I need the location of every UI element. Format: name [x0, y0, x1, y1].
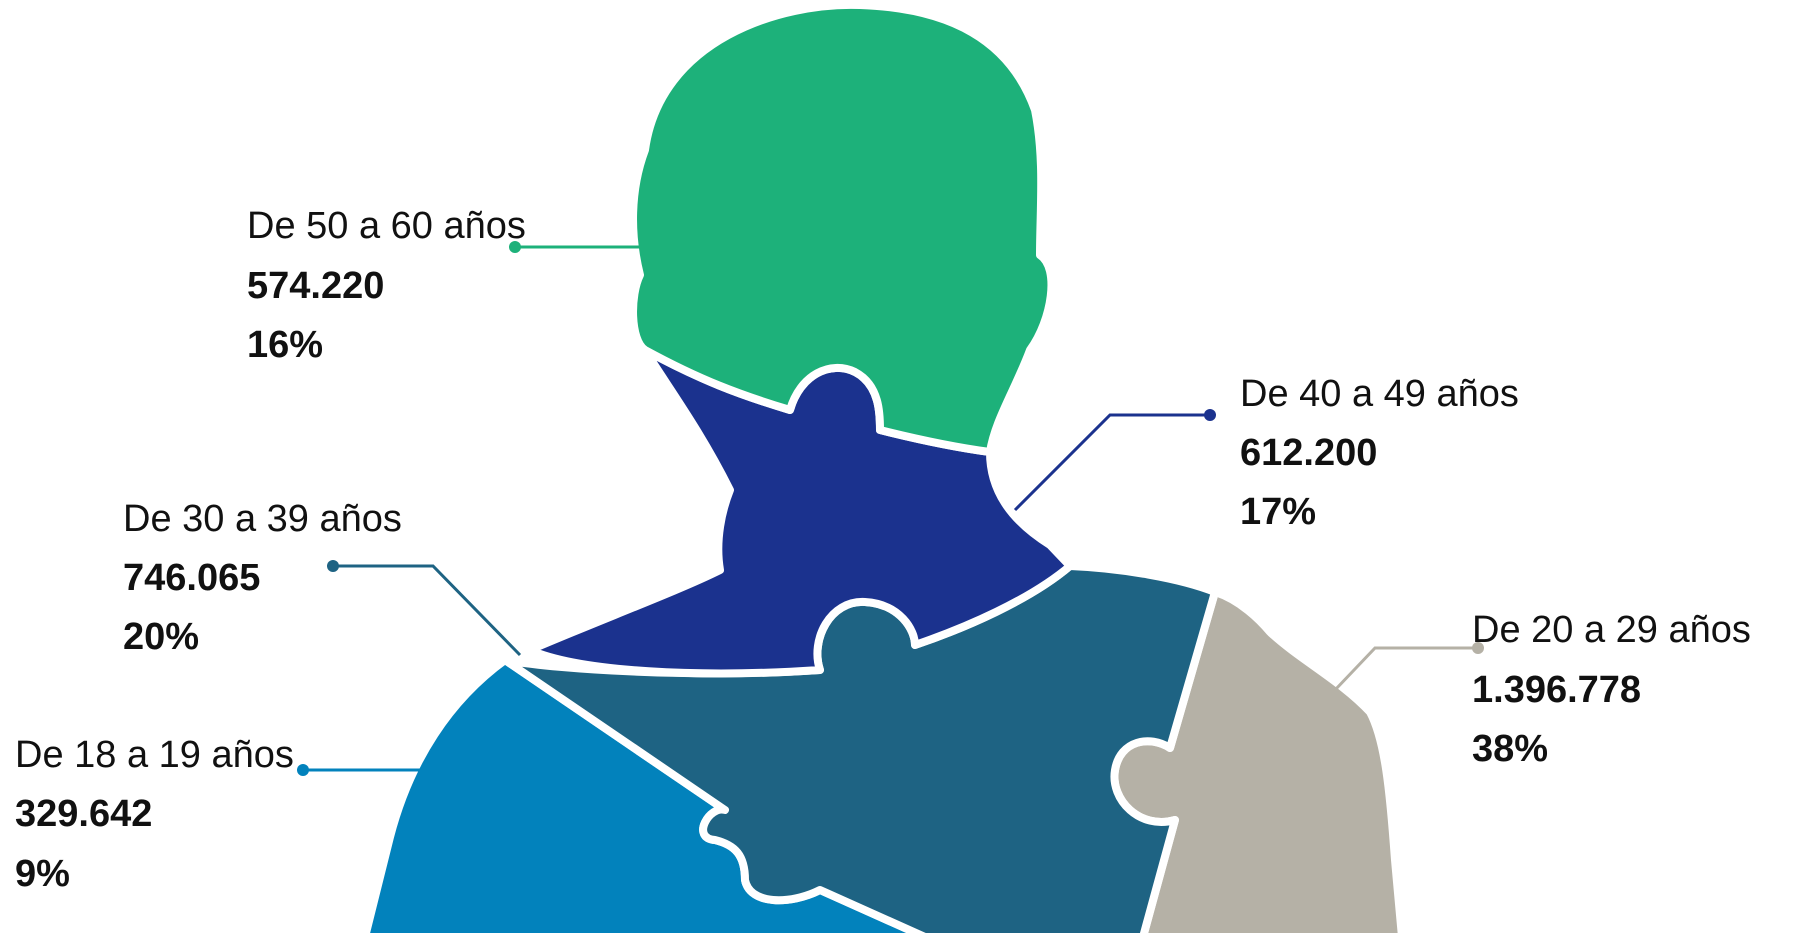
value-30-39: 746.065 — [123, 557, 260, 599]
leader-40-49 — [1013, 409, 1216, 512]
leader-20-29 — [1333, 642, 1484, 692]
leader-30-39 — [327, 560, 522, 657]
label-20-29: De 20 a 29 años — [1472, 609, 1751, 651]
label-50-60: De 50 a 60 años — [247, 205, 526, 247]
percent-50-60: 16% — [247, 324, 323, 366]
segment-50-60 — [629, 0, 1056, 456]
percent-20-29: 38% — [1472, 728, 1548, 770]
value-50-60: 574.220 — [247, 265, 384, 307]
label-group-50-60: De 50 a 60 años 574.220 16% — [247, 205, 526, 366]
value-20-29: 1.396.778 — [1472, 669, 1641, 711]
label-group-20-29: De 20 a 29 años 1.396.778 38% — [1472, 609, 1751, 770]
label-group-30-39: De 30 a 39 años 746.065 20% — [123, 498, 402, 658]
label-30-39: De 30 a 39 años — [123, 498, 402, 540]
label-40-49: De 40 a 49 años — [1240, 373, 1519, 415]
label-group-40-49: De 40 a 49 años 612.200 17% — [1240, 373, 1519, 533]
leader-50-60 — [509, 241, 650, 253]
label-group-18-19: De 18 a 19 años 329.642 9% — [15, 734, 294, 895]
leader-18-19 — [297, 764, 420, 776]
percent-18-19: 9% — [15, 853, 70, 895]
percent-30-39: 20% — [123, 616, 199, 658]
value-18-19: 329.642 — [15, 793, 152, 835]
label-18-19: De 18 a 19 años — [15, 734, 294, 776]
value-40-49: 612.200 — [1240, 432, 1377, 474]
percent-40-49: 17% — [1240, 491, 1316, 533]
